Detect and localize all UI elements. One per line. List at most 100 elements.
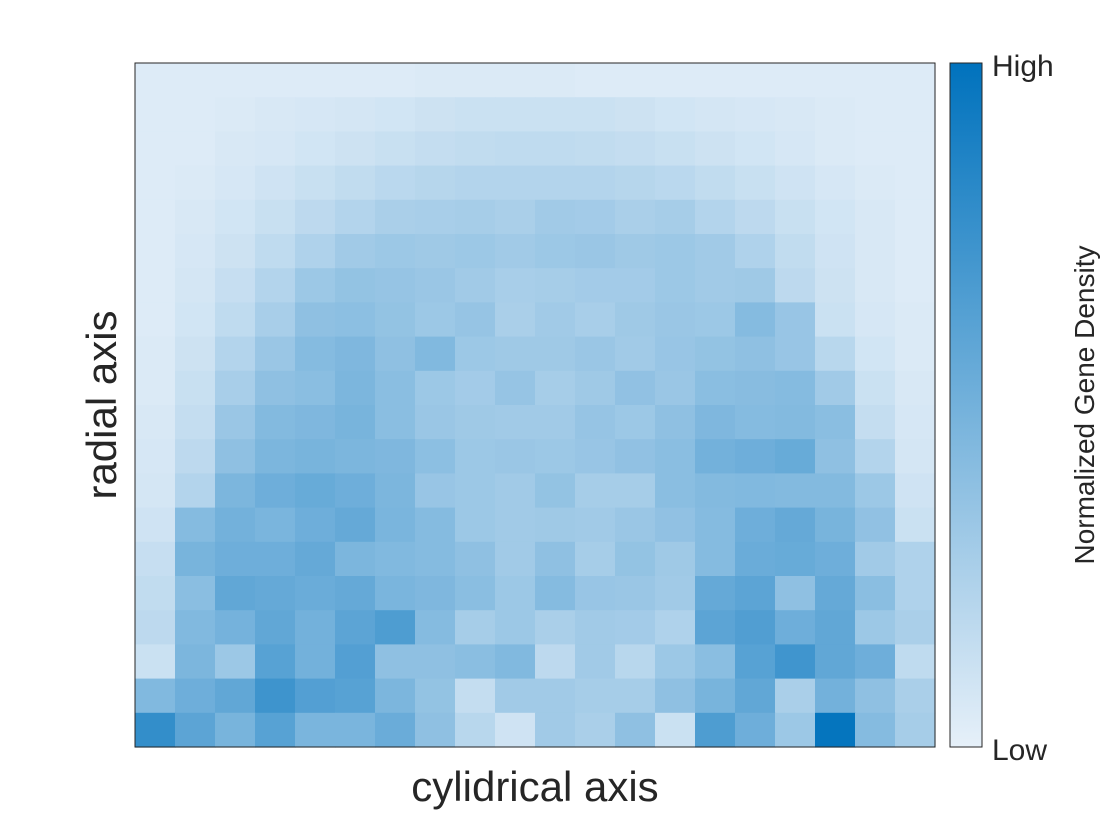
heatmap-cell bbox=[855, 302, 896, 338]
heatmap-cell bbox=[415, 541, 456, 577]
heatmap-cell bbox=[375, 199, 416, 235]
heatmap-cell bbox=[455, 576, 496, 611]
heatmap-cell bbox=[415, 268, 456, 303]
heatmap-cell bbox=[695, 336, 736, 372]
heatmap-cell bbox=[815, 405, 856, 440]
heatmap-cell bbox=[335, 199, 376, 235]
heatmap-cell bbox=[175, 712, 216, 748]
heatmap-cell bbox=[855, 678, 896, 714]
heatmap-cell bbox=[255, 507, 296, 543]
heatmap-cell bbox=[415, 405, 456, 440]
heatmap-cell bbox=[135, 370, 176, 406]
heatmap-cell bbox=[495, 712, 536, 748]
heatmap-cell bbox=[815, 439, 856, 474]
heatmap-cell bbox=[135, 336, 176, 372]
heatmap-cell bbox=[455, 336, 496, 372]
heatmap-cell bbox=[575, 234, 616, 269]
x-axis-label: cylidrical axis bbox=[411, 763, 658, 810]
heatmap-cell bbox=[295, 131, 336, 167]
heatmap-cell bbox=[895, 165, 936, 201]
heatmap-cell bbox=[815, 473, 856, 509]
heatmap-cell bbox=[255, 268, 296, 303]
heatmap-cell bbox=[615, 576, 656, 611]
heatmap-cell bbox=[135, 405, 176, 440]
heatmap-cell bbox=[895, 336, 936, 372]
heatmap-cell bbox=[455, 370, 496, 406]
heatmap-cell bbox=[215, 199, 256, 235]
heatmap-cell bbox=[575, 302, 616, 338]
heatmap-cell bbox=[455, 610, 496, 645]
heatmap-cell bbox=[455, 439, 496, 474]
heatmap-cell bbox=[655, 473, 696, 509]
heatmap-cell bbox=[815, 165, 856, 201]
heatmap-cell bbox=[495, 541, 536, 577]
heatmap-cell bbox=[775, 336, 816, 372]
heatmap-cell bbox=[575, 405, 616, 440]
heatmap-cell bbox=[575, 370, 616, 406]
heatmap-cell bbox=[255, 165, 296, 201]
heatmap-cell bbox=[135, 63, 176, 98]
heatmap-cell bbox=[335, 268, 376, 303]
heatmap-cell bbox=[735, 268, 776, 303]
heatmap-cell bbox=[815, 541, 856, 577]
heatmap-cell bbox=[735, 63, 776, 98]
heatmap-cell bbox=[295, 234, 336, 269]
heatmap-cell bbox=[815, 712, 856, 748]
heatmap-cell bbox=[175, 370, 216, 406]
heatmap-cell bbox=[775, 576, 816, 611]
heatmap-cell bbox=[655, 268, 696, 303]
heatmap-cell bbox=[175, 473, 216, 509]
heatmap-cell bbox=[735, 507, 776, 543]
heatmap-cell bbox=[175, 63, 216, 98]
heatmap-cell bbox=[615, 268, 656, 303]
colorbar-high-label: High bbox=[992, 50, 1054, 83]
heatmap-cell bbox=[535, 678, 576, 714]
heatmap-cell bbox=[855, 405, 896, 440]
heatmap-cell bbox=[455, 507, 496, 543]
heatmap-cell bbox=[175, 678, 216, 714]
heatmap-cell bbox=[215, 63, 256, 98]
heatmap-cell bbox=[855, 199, 896, 235]
heatmap-cell bbox=[735, 576, 776, 611]
heatmap-cell bbox=[295, 576, 336, 611]
heatmap-cell bbox=[615, 165, 656, 201]
heatmap-cell bbox=[455, 199, 496, 235]
heatmap-cell bbox=[535, 439, 576, 474]
heatmap-cell bbox=[575, 165, 616, 201]
heatmap-cell bbox=[855, 576, 896, 611]
heatmap-cell bbox=[695, 199, 736, 235]
heatmap-cell bbox=[615, 541, 656, 577]
heatmap-cell bbox=[135, 165, 176, 201]
heatmap-cell bbox=[895, 473, 936, 509]
heatmap-cell bbox=[855, 370, 896, 406]
heatmap-cell bbox=[655, 439, 696, 474]
heatmap-cell bbox=[895, 644, 936, 680]
heatmap-cell bbox=[575, 644, 616, 680]
heatmap-cell bbox=[335, 131, 376, 167]
heatmap-cell bbox=[695, 712, 736, 748]
heatmap-cell bbox=[295, 712, 336, 748]
heatmap-cell bbox=[855, 234, 896, 269]
heatmap-cell bbox=[775, 97, 816, 132]
heatmap-cell bbox=[375, 610, 416, 645]
heatmap-cell bbox=[335, 712, 376, 748]
heatmap-cell bbox=[495, 473, 536, 509]
heatmap-cell bbox=[655, 97, 696, 132]
heatmap-cell bbox=[775, 644, 816, 680]
heatmap-cell bbox=[895, 268, 936, 303]
heatmap-cell bbox=[895, 541, 936, 577]
heatmap-cell bbox=[655, 336, 696, 372]
heatmap-cell bbox=[895, 405, 936, 440]
heatmap-cell bbox=[735, 234, 776, 269]
heatmap-cell bbox=[735, 336, 776, 372]
heatmap-cell bbox=[335, 644, 376, 680]
heatmap-cell bbox=[895, 302, 936, 338]
heatmap-cell bbox=[815, 507, 856, 543]
heatmap-cell bbox=[295, 541, 336, 577]
heatmap-cell bbox=[735, 541, 776, 577]
heatmap-cell bbox=[575, 63, 616, 98]
heatmap-cell bbox=[455, 268, 496, 303]
heatmap-cell bbox=[375, 712, 416, 748]
heatmap-cell bbox=[175, 610, 216, 645]
